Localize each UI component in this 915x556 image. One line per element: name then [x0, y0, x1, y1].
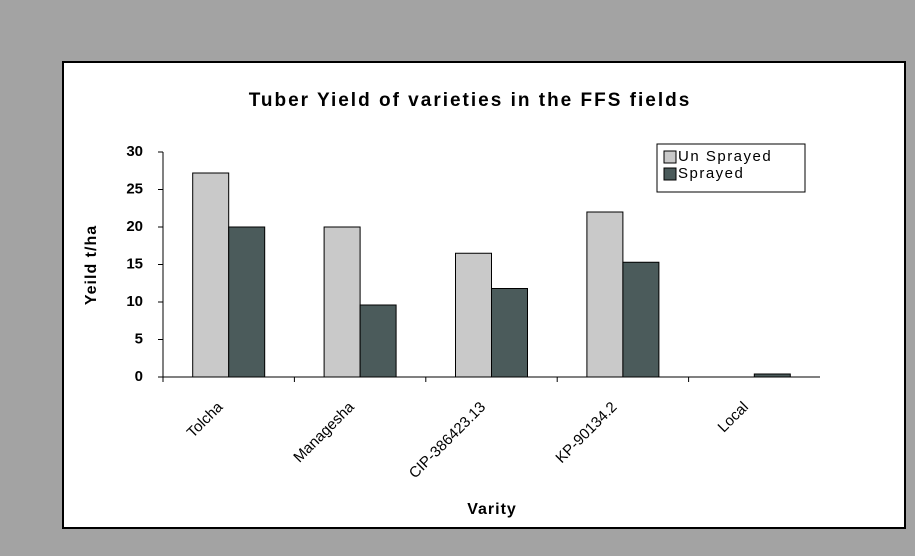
bar	[323, 226, 361, 378]
bar	[192, 172, 230, 378]
x-axis-title: Varity	[467, 501, 517, 518]
bar	[622, 261, 660, 378]
bar	[491, 288, 528, 378]
legend-frame	[656, 143, 806, 193]
y-tick-label: 10	[126, 293, 143, 310]
legend-swatch	[663, 167, 677, 181]
y-tick-label: 0	[135, 368, 143, 385]
bar	[586, 211, 624, 378]
chart-title: Tuber Yield of varieties in the FFS fiel…	[249, 90, 692, 111]
y-tick-label: 5	[135, 330, 143, 347]
bar	[455, 252, 492, 378]
legend-swatch	[663, 150, 677, 164]
y-tick-label: 15	[126, 255, 143, 272]
y-tick-label: 30	[126, 143, 143, 160]
y-tick-label: 20	[126, 218, 143, 235]
y-tick-label: 25	[126, 180, 143, 197]
legend-label: Sprayed	[678, 165, 744, 182]
bar	[359, 304, 397, 378]
y-axis-title: Yeild t/ha	[83, 225, 100, 305]
bar	[753, 373, 791, 378]
legend-label: Un Sprayed	[678, 148, 772, 165]
bar	[228, 226, 266, 378]
